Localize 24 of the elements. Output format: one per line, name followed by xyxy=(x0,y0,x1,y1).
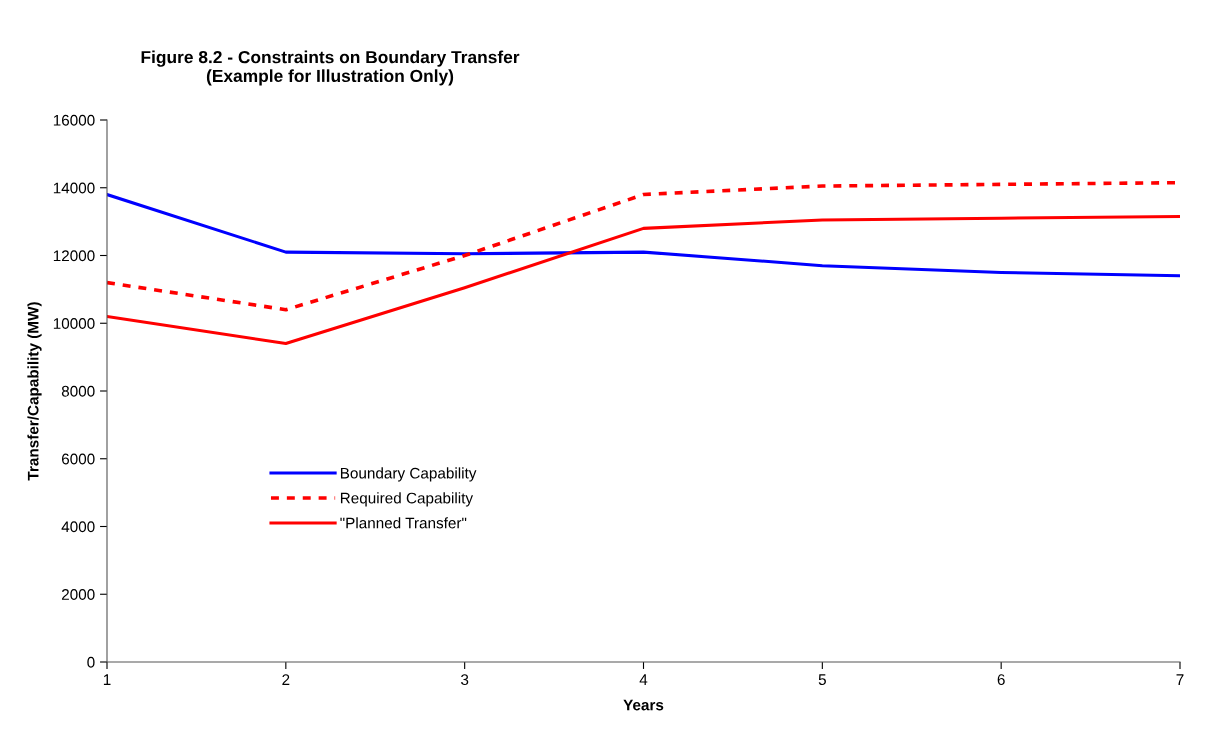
y-tick-label: 8000 xyxy=(61,385,95,397)
x-tick-label: 1 xyxy=(103,674,111,685)
y-tick-label: 14000 xyxy=(53,182,95,194)
y-tick-label: 2000 xyxy=(61,589,95,600)
x-tick-label: 5 xyxy=(818,674,826,686)
chart-title: Figure 8.2 - Constraints on Boundary Transfer (Example for Illustration Only) xyxy=(141,50,520,86)
y-tick-label: 12000 xyxy=(53,250,95,262)
y-tick-label: 6000 xyxy=(61,453,95,465)
x-tick-label: 2 xyxy=(282,674,290,685)
x-tick-label: 4 xyxy=(639,674,648,685)
x-tick-label: 7 xyxy=(1176,674,1184,685)
line-series xyxy=(107,193,1180,278)
x-tick-label: 3 xyxy=(461,674,469,686)
x-axis-title: Years xyxy=(623,699,664,711)
y-tick-label: 0 xyxy=(87,656,95,668)
legend-label: Required Capability xyxy=(340,492,474,507)
legend-label: "Planned Transfer" xyxy=(340,517,467,529)
y-tick-label: 16000 xyxy=(53,114,95,126)
legend-label: Boundary Capability xyxy=(340,467,477,482)
y-tick-label: 4000 xyxy=(61,521,95,533)
line-series xyxy=(107,215,1180,346)
y-tick-label: 10000 xyxy=(53,318,95,329)
x-tick-label: 6 xyxy=(997,674,1005,686)
y-axis-title: Transfer/Capability (MW) xyxy=(27,302,42,481)
